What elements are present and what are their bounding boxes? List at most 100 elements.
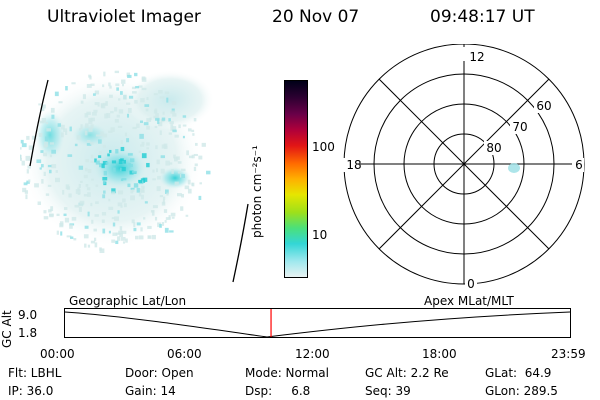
uv-emission-pixel xyxy=(111,239,116,243)
uv-emission-pixel xyxy=(38,103,41,106)
uv-emission-pixel xyxy=(164,227,169,233)
uv-emission-pixel xyxy=(152,178,156,181)
uv-emission-pixel xyxy=(87,211,90,217)
glat-status: GLat: 64.9 xyxy=(485,366,552,380)
uv-emission-pixel xyxy=(120,140,123,144)
uv-emission-pixel xyxy=(80,124,83,129)
uv-emission-pixel xyxy=(36,159,42,164)
uv-emission-pixel xyxy=(162,196,166,200)
uv-emission-pixel xyxy=(90,154,94,159)
uv-emission-pixel xyxy=(105,101,108,106)
colorbar-tick-100: 100 xyxy=(312,140,335,154)
uv-emission-pixel xyxy=(112,167,116,172)
uv-emission-pixel xyxy=(177,171,182,174)
uv-emission-pixel xyxy=(146,118,152,122)
uv-emission-pixel xyxy=(181,193,184,198)
ip-status: IP: 36.0 xyxy=(8,384,54,398)
uv-emission-pixel xyxy=(93,228,97,232)
uv-emission-pixel xyxy=(26,135,30,140)
color-scale-bar xyxy=(284,80,308,278)
uv-emission-pixel xyxy=(51,114,55,119)
uv-emission-pixel xyxy=(110,127,115,132)
uv-emission-pixel xyxy=(126,113,130,118)
uv-emission-pixel xyxy=(193,153,198,157)
uv-emission-pixel xyxy=(59,223,64,228)
uv-emission-pixel xyxy=(147,235,151,238)
uv-emission-pixel xyxy=(145,108,149,112)
uv-emission-pixel xyxy=(135,235,139,240)
uv-emission-pixel xyxy=(28,145,34,150)
uv-emission-pixel xyxy=(107,153,110,157)
uv-emission-pixel xyxy=(79,128,82,131)
uv-emission-pixel xyxy=(51,149,56,154)
uv-emission-pixel xyxy=(71,82,76,85)
uv-emission-pixel xyxy=(118,159,123,165)
uv-emission-pixel xyxy=(115,240,119,245)
uv-emission-pixel xyxy=(114,107,118,112)
timeline-frame xyxy=(64,308,571,338)
uv-emission-pixel xyxy=(171,101,177,105)
uv-emission-pixel xyxy=(140,189,145,193)
uv-emission-pixel xyxy=(58,101,63,104)
uv-emission-pixel xyxy=(164,91,170,95)
uv-emission-pixel xyxy=(136,187,140,193)
uv-emission-pixel xyxy=(165,217,171,220)
uv-emission-pixel xyxy=(102,144,106,148)
uv-emission-pixel xyxy=(191,182,194,186)
uv-emission-pixel xyxy=(84,243,87,248)
uv-emission-pixel xyxy=(116,114,120,118)
earth-limb-left xyxy=(29,79,49,167)
uv-emission-pixel xyxy=(40,150,44,153)
uv-emission-pixel xyxy=(161,222,165,226)
uv-emission-pixel xyxy=(163,209,168,213)
uv-emission-pixel xyxy=(22,187,27,193)
uv-emission-pixel xyxy=(181,174,185,178)
uv-emission-pixel xyxy=(152,205,158,209)
uv-emission-pixel xyxy=(63,128,68,132)
uv-emission-pixel xyxy=(123,203,127,208)
uv-emission-pixel xyxy=(186,150,189,156)
uv-emission-pixel xyxy=(63,207,68,210)
polar-label-12: 12 xyxy=(469,50,484,64)
uv-emission-pixel xyxy=(182,135,185,139)
altitude-curve xyxy=(64,311,571,338)
uv-emission-pixel xyxy=(64,217,70,223)
uv-emission-pixel xyxy=(117,125,123,128)
uv-emission-pixel xyxy=(87,192,91,197)
uv-emission-pixel xyxy=(143,217,146,220)
uv-emission-pixel xyxy=(102,133,108,138)
uv-emission-pixel xyxy=(139,133,144,139)
uv-emission-pixel xyxy=(34,183,39,188)
uv-emission-pixel xyxy=(39,167,42,170)
gc-altitude-status: GC Alt: 2.2 Re xyxy=(365,366,449,380)
uv-emission-pixel xyxy=(184,185,190,190)
sequence-status: Seq: 39 xyxy=(365,384,411,398)
uv-emission-pixel xyxy=(172,126,177,131)
uv-emission-pixel xyxy=(120,178,124,182)
uv-emission-pixel xyxy=(191,129,195,133)
uv-emission-pixel xyxy=(119,226,123,231)
polar-label-70: 70 xyxy=(512,120,527,134)
uv-emission-pixel xyxy=(91,112,97,116)
uv-emission-pixel xyxy=(99,248,105,253)
uv-emission-pixel xyxy=(129,170,134,175)
uv-emission-pixel xyxy=(111,160,117,164)
uv-emission-pixel xyxy=(157,222,162,228)
gain-status: Gain: 14 xyxy=(125,384,176,398)
uv-emission-pixel xyxy=(130,187,135,190)
polar-label-6: 6 xyxy=(575,158,583,172)
uv-emission-pixel xyxy=(90,240,95,244)
uv-emission-pixel xyxy=(141,153,147,159)
uv-emission-pixel xyxy=(118,230,123,235)
uv-emission-pixel xyxy=(154,125,158,129)
uv-emission-pixel xyxy=(78,183,81,189)
uv-emission-pixel xyxy=(86,84,92,88)
timeline-left-title: Geographic Lat/Lon xyxy=(69,294,187,308)
uv-emission-pixel xyxy=(97,102,100,107)
polar-label-0: 0 xyxy=(467,277,475,291)
uv-emission-pixel xyxy=(133,227,137,232)
uv-emission-pixel xyxy=(135,85,140,89)
uv-emission-pixel xyxy=(199,182,202,185)
uv-emission-pixel xyxy=(123,94,127,100)
uv-emission-pixel xyxy=(154,108,158,114)
